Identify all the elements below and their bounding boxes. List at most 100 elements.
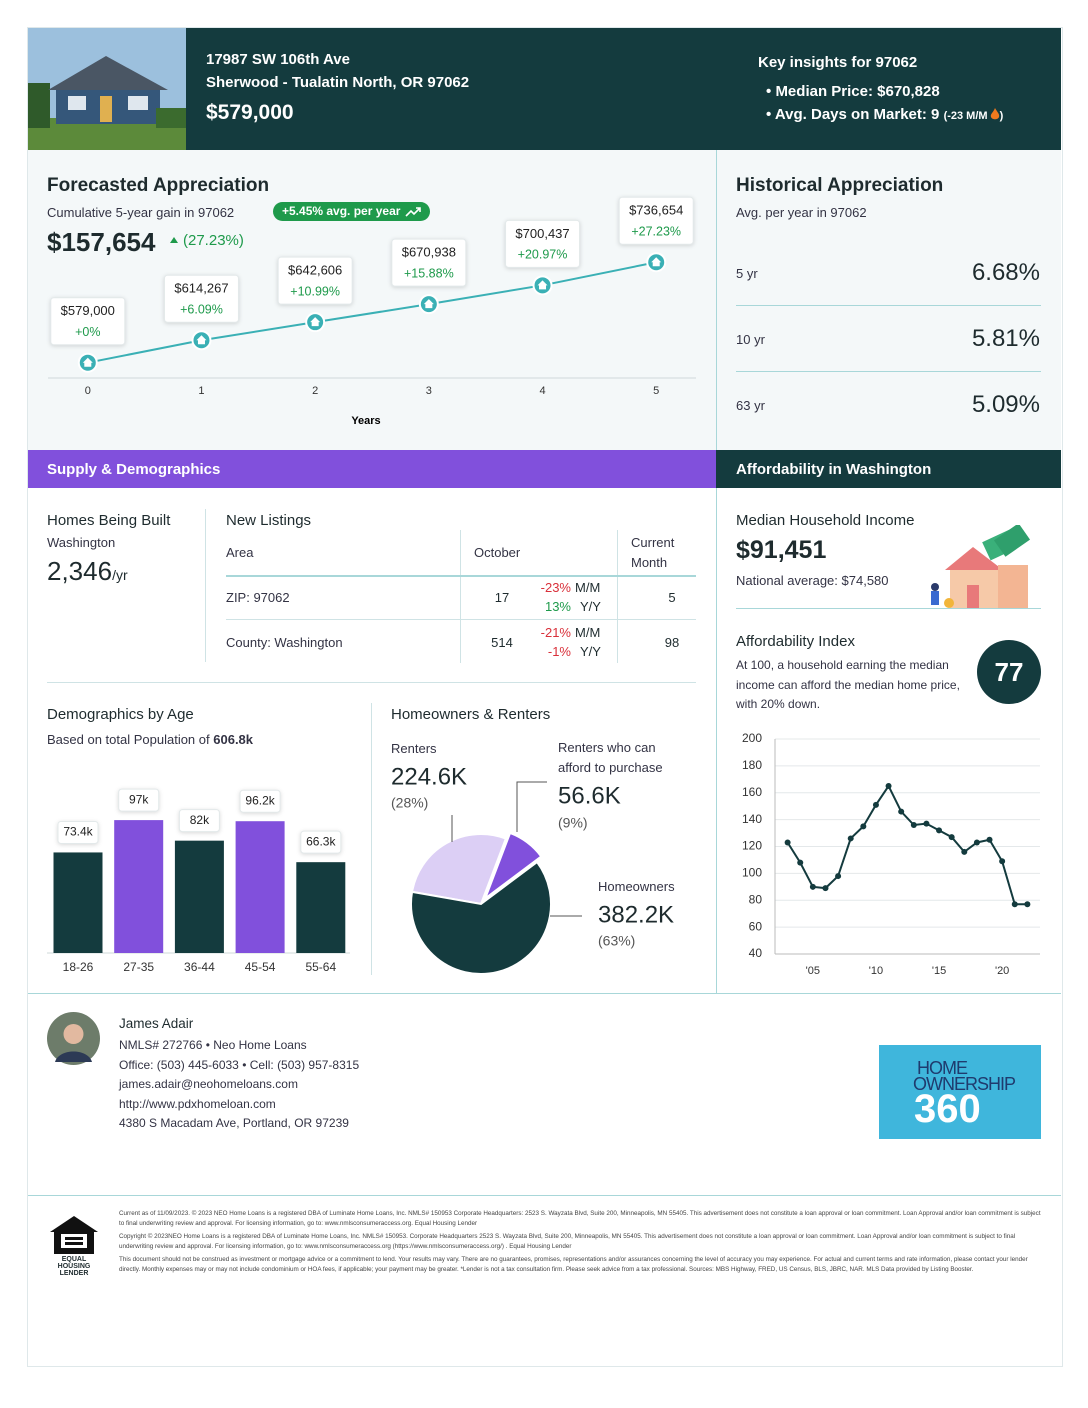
row-label: 5 yr	[736, 266, 758, 281]
cell: 514	[491, 635, 513, 650]
agent-lines: NMLS# 272766 • Neo Home Loans Office: (5…	[119, 1036, 619, 1134]
person	[931, 583, 939, 591]
row-label: 63 yr	[736, 398, 765, 413]
disclaimer: Copyright © 2023NEO Home Loans is a regi…	[119, 1233, 1016, 1250]
agent-line: james.adair@neohomeloans.com	[119, 1077, 298, 1091]
insight-note: )	[999, 110, 1004, 122]
agent-line: NMLS# 272766 • Neo Home Loans	[119, 1038, 307, 1052]
col-header: Current Month	[631, 535, 675, 570]
divider	[371, 703, 372, 975]
tree	[28, 83, 50, 128]
homes-built: 2,346/yr	[47, 556, 128, 587]
insight: • Median Price: $670,828	[766, 83, 940, 100]
ehl-logo	[50, 1216, 98, 1254]
divider	[736, 371, 1041, 372]
price: $579,000	[206, 101, 294, 124]
divider	[617, 530, 618, 663]
legend-label: Renters who can afford to purchase	[558, 740, 663, 775]
legend-label: Homeowners	[598, 879, 675, 894]
bullet: •	[766, 106, 772, 123]
disclaimers: Current as of 11/09/2023. © 2023 NEO Hom…	[119, 1209, 1044, 1274]
suit	[55, 1051, 92, 1062]
ehl-bar	[65, 1237, 83, 1240]
ehl-inner	[61, 1234, 87, 1248]
insight: • Avg. Days on Market: 9 (-23 M/M)	[766, 106, 1003, 123]
section-title: Historical Appreciation	[736, 175, 944, 196]
gain-pct: (27.23%)	[183, 232, 244, 249]
roof	[48, 56, 168, 90]
change-unit: Y/Y	[580, 599, 601, 614]
block-title: Affordability Index	[736, 633, 855, 650]
gain-value: $157,654	[47, 227, 156, 257]
divider	[226, 575, 696, 577]
coin	[944, 598, 954, 608]
house-photo	[28, 28, 186, 150]
location: Sherwood - Tualatin North, OR 97062	[206, 74, 470, 91]
section-header: Supply & Demographics	[47, 461, 221, 478]
disclaimer: Current as of 11/09/2023. © 2023 NEO Hom…	[119, 1210, 1041, 1227]
door	[100, 96, 112, 122]
card	[27, 27, 1063, 1367]
door	[967, 585, 979, 608]
change: -21%	[540, 625, 571, 640]
bill	[993, 525, 1031, 557]
subtitle: Avg. per year in 97062	[736, 205, 867, 220]
roof	[945, 547, 1003, 570]
unit: /yr	[112, 567, 128, 583]
row-value: 5.09%	[971, 391, 1040, 418]
change-unit: Y/Y	[580, 644, 601, 659]
agent-photo	[47, 1012, 100, 1065]
divider	[205, 509, 206, 662]
divider	[28, 1195, 1061, 1196]
flame-icon	[990, 108, 999, 120]
col-header: October	[474, 545, 521, 560]
insight-text: Avg. Days on Market: 9	[774, 106, 940, 123]
address: 17987 SW 106th Ave	[206, 51, 350, 68]
person	[931, 591, 939, 605]
block-title: Demographics by Age	[47, 706, 194, 723]
illustration	[931, 525, 1031, 608]
divider	[47, 682, 696, 683]
cell: County: Washington	[226, 635, 343, 650]
change: 13%	[544, 599, 571, 614]
badge-text: +5.45% avg. per year	[282, 204, 401, 218]
logo-text: 360	[914, 1087, 981, 1131]
agent-line: 4380 S Macadam Ave, Portland, OR 97239	[119, 1116, 349, 1130]
cell: 5	[668, 590, 676, 605]
change: -1%	[547, 644, 571, 659]
face	[63, 1024, 84, 1044]
divider	[716, 150, 717, 993]
block-title: Homeowners & Renters	[391, 706, 551, 723]
row-value: 6.68%	[971, 259, 1040, 286]
value: 2,346	[47, 556, 113, 586]
change: -23%	[540, 580, 571, 595]
subtitle-value: 606.8k	[213, 732, 254, 747]
shrub	[156, 108, 186, 128]
income-value: $91,451	[736, 536, 827, 564]
cell: 98	[664, 635, 680, 650]
section-header: Affordability in Washington	[736, 461, 932, 478]
col-header: Area	[226, 545, 254, 560]
trend-icon	[405, 207, 422, 217]
window	[128, 96, 148, 110]
logo: HOME OWNERSHIP 360	[879, 1045, 1041, 1139]
ehl-bar	[65, 1242, 83, 1245]
legend-label: Renters	[391, 741, 437, 756]
row-label: 10 yr	[736, 332, 765, 347]
insights-title: Key insights for 97062	[758, 54, 918, 71]
subtitle: Cumulative 5-year gain in 97062	[47, 205, 235, 220]
divider	[736, 305, 1041, 306]
logo-text: HOME	[917, 1058, 968, 1078]
divider	[460, 530, 461, 663]
logo-text: OWNERSHIP	[913, 1074, 1016, 1094]
divider	[28, 993, 1061, 994]
block-title: Median Household Income	[736, 512, 915, 529]
section-title: Forecasted Appreciation	[47, 175, 270, 196]
change-unit: M/M	[575, 580, 601, 595]
disclaimer: This document should not be construed as…	[119, 1256, 1028, 1273]
header-band	[28, 28, 1061, 150]
divider	[226, 619, 696, 620]
bullet: •	[766, 83, 772, 100]
income-note: National average: $74,580	[736, 573, 889, 588]
